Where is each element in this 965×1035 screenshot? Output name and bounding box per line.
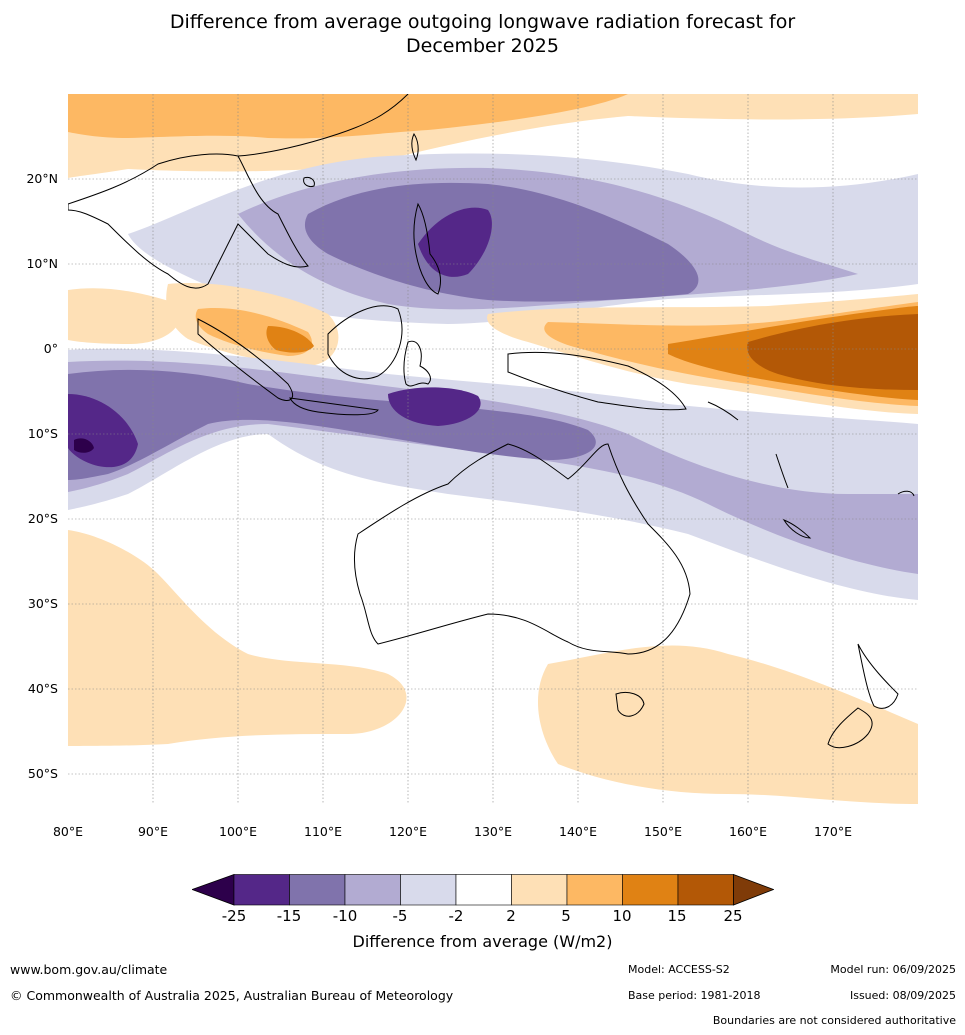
colorbar-tick-5: -2 xyxy=(448,907,464,925)
solomon-islands xyxy=(707,401,739,421)
sulawesi-coast xyxy=(403,340,431,387)
lon-label-160e: 160°E xyxy=(728,824,768,839)
asia-mainland-coast xyxy=(68,153,309,289)
boundary-disclaimer: Boundaries are not considered authoritat… xyxy=(712,1014,956,1027)
sumatra-coast xyxy=(197,318,293,401)
graticule xyxy=(68,94,918,804)
base-period: Base period: 1981-2018 xyxy=(628,989,761,1002)
lon-label-140e: 140°E xyxy=(558,824,598,839)
colorbar-label: Difference from average (W/m2) xyxy=(352,932,613,951)
colorbar-segment xyxy=(566,874,623,906)
anomaly-map xyxy=(68,94,918,804)
lat-label-20s: 20°S xyxy=(27,511,58,526)
map-area xyxy=(68,94,918,804)
colorbar-tick-4: -5 xyxy=(392,907,408,925)
taiwan-coast xyxy=(411,133,419,162)
colorbar-segment xyxy=(400,874,457,906)
lon-label-100e: 100°E xyxy=(218,824,258,839)
new-zealand-south xyxy=(827,707,873,749)
new-zealand-north xyxy=(857,643,899,709)
title-line-2: December 2025 xyxy=(406,35,559,57)
lon-label-120e: 120°E xyxy=(388,824,428,839)
colorbar-segment xyxy=(677,874,734,906)
lat-label-30s: 30°S xyxy=(27,596,58,611)
tasmania-coast xyxy=(615,691,645,717)
new-caledonia xyxy=(782,518,812,539)
colorbar-segments xyxy=(192,874,774,906)
colorbar-extend-high xyxy=(733,874,774,906)
colorbar-segment xyxy=(344,874,401,906)
philippines-coast xyxy=(413,202,441,295)
lon-label-80e: 80°E xyxy=(52,824,84,839)
colorbar-extend-low xyxy=(192,874,235,906)
indian-ocean-extreme-core xyxy=(74,438,94,453)
lon-label-170e: 170°E xyxy=(813,824,853,839)
pacific-positive-core xyxy=(747,314,918,390)
south-tasman-positive xyxy=(537,645,918,804)
java-coast xyxy=(289,397,379,416)
colorbar-tick-6: 2 xyxy=(506,907,516,925)
vanuatu-islands xyxy=(775,453,789,489)
china-coast xyxy=(237,94,409,157)
map-title: Difference from average outgoing longwav… xyxy=(0,10,965,58)
colorbar-segment xyxy=(455,874,512,906)
lat-label-10n: 10°N xyxy=(26,256,58,271)
new-guinea-coast xyxy=(507,351,687,411)
website-link[interactable]: www.bom.gov.au/climate xyxy=(10,962,168,977)
tropical-negative-inner xyxy=(304,182,699,302)
colorbar-segment xyxy=(511,874,568,906)
copyright-text: © Commonwealth of Australia 2025, Austra… xyxy=(10,988,454,1003)
colorbar-segment xyxy=(622,874,679,906)
coastlines xyxy=(68,94,915,749)
lat-label-50s: 50°S xyxy=(27,766,58,781)
philippines-negative-core xyxy=(418,207,492,277)
colorbar-tick-10: 25 xyxy=(723,907,743,925)
lon-label-150e: 150°E xyxy=(643,824,683,839)
lat-label-40s: 40°S xyxy=(27,681,58,696)
south-indian-positive xyxy=(68,530,407,746)
issued-date: Issued: 08/09/2025 xyxy=(849,989,956,1002)
title-line-1: Difference from average outgoing longwav… xyxy=(169,11,796,33)
colorbar xyxy=(192,874,774,906)
indochina-positive-strong xyxy=(266,326,314,353)
colorbar-segment xyxy=(233,874,290,906)
lat-label-10s: 10°S xyxy=(27,426,58,441)
colorbar-tick-8: 10 xyxy=(612,907,632,925)
colorbar-tick-9: 15 xyxy=(667,907,687,925)
west-positive-band xyxy=(68,288,181,344)
lon-label-110e: 110°E xyxy=(303,824,343,839)
south-negative-inner xyxy=(68,369,596,480)
model-name: Model: ACCESS-S2 xyxy=(628,963,730,976)
model-run-date: Model run: 06/09/2025 xyxy=(830,963,956,976)
colorbar-segment xyxy=(289,874,346,906)
colorbar-tick-7: 5 xyxy=(561,907,571,925)
colorbar-tick-1: -25 xyxy=(221,907,247,925)
lon-label-90e: 90°E xyxy=(137,824,169,839)
australia-coast xyxy=(353,443,691,655)
north-positive-core xyxy=(68,94,628,139)
lat-label-20n: 20°N xyxy=(26,171,58,186)
borneo-coast xyxy=(327,305,403,380)
colorbar-tick-3: -10 xyxy=(332,907,358,925)
banda-sea-negative-core xyxy=(388,387,481,426)
fiji-islands xyxy=(897,490,915,497)
hainan-coast xyxy=(303,177,315,187)
colorbar-tick-2: -15 xyxy=(276,907,302,925)
lon-label-130e: 130°E xyxy=(473,824,513,839)
lat-label-0: 0° xyxy=(43,341,58,356)
